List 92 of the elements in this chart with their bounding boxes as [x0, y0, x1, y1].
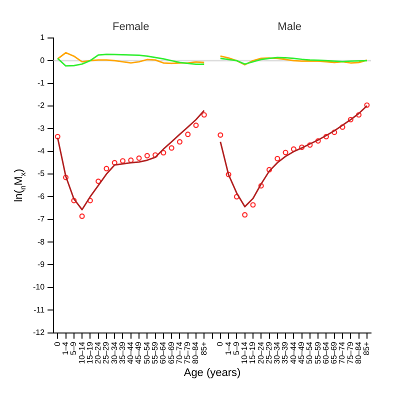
point: [160, 150, 166, 156]
point: [364, 102, 370, 108]
text: Female: [112, 21, 150, 33]
x-tick-label: 20–24: [256, 341, 266, 364]
y-tick-label: -3: [37, 124, 46, 133]
point: [348, 116, 354, 122]
x-tick-label: 10–14: [77, 341, 86, 364]
point: [54, 134, 60, 140]
x-tick-label: 55–59: [313, 341, 322, 364]
x-tick-label: 30–34: [110, 341, 119, 364]
x-tick-label: 1–4: [224, 341, 233, 356]
point: [185, 132, 191, 138]
y-tick-label: -12: [33, 328, 46, 337]
x-tick-label: 75–79: [346, 341, 355, 364]
x-tick-label: 70–74: [338, 341, 347, 364]
point: [226, 172, 232, 178]
point: [201, 112, 207, 118]
text: Male: [278, 21, 302, 33]
point: [266, 166, 272, 173]
point: [193, 122, 199, 128]
x-tick-label: 50–54: [142, 341, 152, 364]
point: [340, 124, 346, 130]
x-tick-label: 0: [52, 341, 62, 346]
point: [274, 156, 280, 162]
point: [242, 212, 248, 218]
y-tick-label: -8: [37, 237, 46, 246]
y-tick-label: 1: [40, 33, 46, 42]
y-tick-label: -6: [37, 192, 46, 201]
point: [120, 158, 126, 164]
point: [307, 142, 313, 148]
x-tick-label: 85+: [362, 341, 372, 356]
point: [62, 174, 69, 180]
y-tick-label: -10: [33, 282, 46, 292]
point: [168, 145, 174, 151]
y-tick-label: -5: [37, 169, 46, 178]
x-tick-label: 25–29: [102, 341, 111, 364]
point: [332, 130, 338, 136]
x-tick-label: 5–9: [69, 341, 78, 356]
x-tick-label: 40–44: [288, 341, 298, 364]
point: [152, 152, 158, 158]
x-tick-label: 25–29: [264, 341, 274, 364]
point: [87, 198, 93, 204]
point: [250, 202, 256, 208]
x-tick-label: 85+: [199, 341, 208, 356]
x-tick-label: 15–19: [248, 341, 258, 364]
point: [290, 146, 296, 152]
y-tick-label: -1: [37, 78, 46, 88]
x-tick-label: 10–14: [240, 341, 250, 364]
x-tick-label: 15–19: [85, 341, 94, 364]
point: [104, 166, 110, 172]
point: [144, 152, 150, 158]
point: [234, 194, 240, 200]
x-tick-label: 65–69: [166, 341, 176, 364]
x-tick-label: 75–79: [183, 341, 192, 364]
x-tick-label: 60–64: [158, 341, 168, 364]
x-tick-label: 45–49: [297, 341, 306, 364]
x-tick-label: 35–39: [118, 341, 127, 364]
x-tick-label: 30–34: [272, 341, 282, 364]
point: [356, 112, 362, 118]
x-tick-label: 50–54: [305, 341, 314, 364]
point: [71, 198, 77, 204]
point: [112, 160, 118, 166]
point: [218, 132, 224, 138]
point: [299, 144, 305, 150]
x-tick-label: 70–74: [174, 341, 184, 364]
x-axis-title: Age (years): [184, 367, 241, 379]
y-tick-label: -2: [37, 101, 46, 110]
x-tick-label: 65–69: [330, 341, 339, 364]
x-tick-label: 60–64: [321, 341, 330, 364]
x-tick-label: 80–84: [354, 341, 363, 364]
x-tick-label: 1–4: [60, 341, 70, 356]
y-tick-label: -4: [37, 146, 46, 156]
y-tick-label: -11: [34, 305, 46, 314]
point: [282, 150, 288, 156]
point: [136, 155, 142, 161]
point: [258, 183, 264, 189]
point: [96, 178, 102, 184]
x-tick-label: 35–39: [280, 341, 290, 364]
point: [315, 138, 321, 144]
x-tick-label: 80–84: [191, 341, 200, 364]
x-tick-label: 40–44: [126, 341, 136, 364]
point: [79, 213, 85, 220]
y-tick-label: 0: [40, 56, 46, 65]
y-tick-label: -7: [37, 214, 46, 224]
point: [176, 139, 183, 145]
point: [323, 134, 330, 140]
x-tick-label: 20–24: [94, 341, 103, 364]
x-tick-label: 5–9: [232, 341, 241, 356]
x-tick-label: 0: [216, 341, 225, 346]
x-tick-label: 55–59: [150, 341, 160, 364]
x-tick-label: 45–49: [134, 341, 144, 364]
y-tick-label: -9: [37, 260, 46, 269]
